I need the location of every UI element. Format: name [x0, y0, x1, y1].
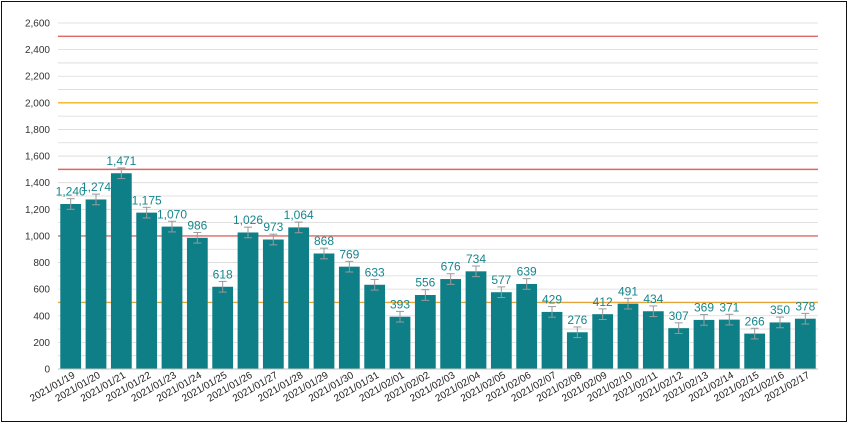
- data-label: 986: [187, 218, 207, 232]
- data-label: 556: [415, 276, 435, 290]
- data-label: 676: [441, 260, 461, 274]
- bar: [364, 284, 386, 369]
- data-label: 393: [390, 297, 410, 311]
- bar: [136, 212, 158, 369]
- data-label: 868: [314, 234, 334, 248]
- bar: [389, 316, 411, 369]
- data-label: 1,070: [157, 207, 187, 221]
- bar: [288, 227, 310, 369]
- data-label: 307: [669, 309, 689, 323]
- bar: [414, 295, 436, 369]
- error-bars: [66, 167, 810, 340]
- bar: [617, 303, 639, 369]
- data-label: 369: [694, 301, 714, 315]
- bar: [668, 328, 690, 369]
- bar: [338, 266, 360, 369]
- data-label: 266: [745, 314, 765, 328]
- bar: [693, 319, 715, 369]
- bars: [60, 173, 816, 369]
- data-label: 1,175: [132, 193, 162, 207]
- y-tick-label: 0: [44, 365, 50, 376]
- bar: [566, 332, 588, 369]
- data-label: 1,240: [56, 185, 86, 199]
- bar: [85, 199, 107, 369]
- bar: [186, 237, 208, 369]
- data-label: 577: [491, 273, 511, 287]
- bar: [642, 311, 664, 369]
- data-label: 429: [542, 293, 562, 307]
- data-label: 412: [593, 295, 613, 309]
- bar: [313, 253, 335, 369]
- bar: [237, 232, 259, 369]
- data-label: 639: [517, 265, 537, 279]
- data-label: 434: [643, 292, 663, 306]
- y-tick-label: 1,200: [25, 205, 50, 216]
- data-label: 769: [339, 247, 359, 261]
- data-label: 973: [263, 220, 283, 234]
- bar: [212, 286, 234, 369]
- y-tick-label: 400: [33, 311, 50, 322]
- bar: [110, 173, 132, 369]
- bar: [262, 239, 284, 369]
- bar: [516, 283, 538, 369]
- data-label: 1,064: [284, 208, 314, 222]
- data-label: 350: [770, 303, 790, 317]
- reference-lines: [58, 35, 818, 304]
- y-tick-label: 600: [33, 285, 50, 296]
- data-label: 1,471: [106, 154, 136, 168]
- bar: [161, 226, 183, 369]
- bar: [541, 311, 563, 369]
- y-tick-label: 2,400: [25, 45, 50, 56]
- y-tick-label: 2,000: [25, 98, 50, 109]
- y-tick-label: 800: [33, 258, 50, 269]
- y-tick-label: 1,800: [25, 125, 50, 136]
- data-label: 1,274: [81, 180, 111, 194]
- data-label: 276: [567, 313, 587, 327]
- x-axis-ticks: 2021/01/192021/01/202021/01/212021/01/22…: [28, 370, 812, 405]
- bar: [440, 279, 462, 369]
- y-tick-label: 200: [33, 338, 50, 349]
- bar: [490, 292, 512, 369]
- y-tick-label: 1,400: [25, 178, 50, 189]
- data-label: 378: [795, 299, 815, 313]
- bar: [718, 319, 740, 369]
- bar: [592, 314, 614, 369]
- y-tick-label: 2,600: [25, 19, 50, 30]
- data-label: 618: [213, 267, 233, 281]
- data-label: 371: [719, 300, 739, 314]
- bar: [744, 333, 766, 369]
- data-label: 633: [365, 265, 385, 279]
- bar: [769, 322, 791, 369]
- y-tick-label: 2,200: [25, 72, 50, 83]
- data-label: 491: [618, 284, 638, 298]
- bar: [794, 318, 816, 369]
- bar: [60, 203, 82, 369]
- y-tick-label: 1,000: [25, 231, 50, 242]
- data-label: 734: [466, 252, 486, 266]
- bar: [465, 271, 487, 369]
- y-tick-label: 1,600: [25, 152, 50, 163]
- data-label: 1,026: [233, 213, 263, 227]
- y-axis-ticks: 0 200 400 600 800 1,000 1,200 1,400 1,600 1,800 2,…: [25, 19, 50, 376]
